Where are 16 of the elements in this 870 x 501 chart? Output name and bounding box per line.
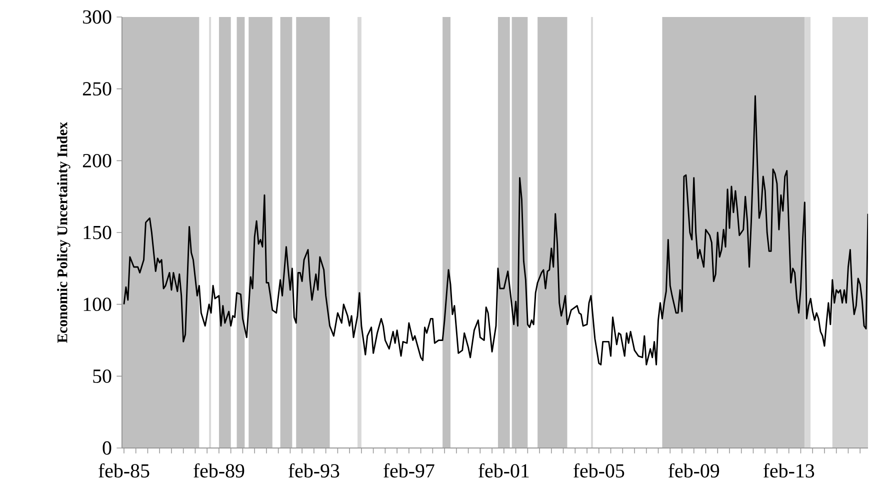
y-tick-label: 50: [93, 369, 112, 383]
x-tick-label: feb-13: [763, 463, 814, 478]
x-tick-label: feb-97: [384, 463, 434, 478]
y-tick-label: 200: [82, 154, 112, 168]
x-tick-label: feb-01: [478, 463, 529, 478]
y-tick-label: 100: [84, 298, 112, 312]
x-tick-label: feb-05: [573, 463, 624, 478]
y-axis-title: Economic Policy Uncertainty Index: [57, 122, 70, 343]
y-tick-label: 300: [83, 10, 112, 24]
y-tick-label: 0: [102, 441, 112, 455]
x-tick-label: feb-85: [98, 463, 150, 478]
x-tick-label: feb-93: [288, 463, 340, 478]
x-tick-label: feb-09: [668, 463, 720, 478]
y-tick-label: 150: [84, 226, 112, 240]
y-tick-label: 250: [82, 82, 112, 96]
x-tick-label: feb-89: [194, 463, 244, 478]
